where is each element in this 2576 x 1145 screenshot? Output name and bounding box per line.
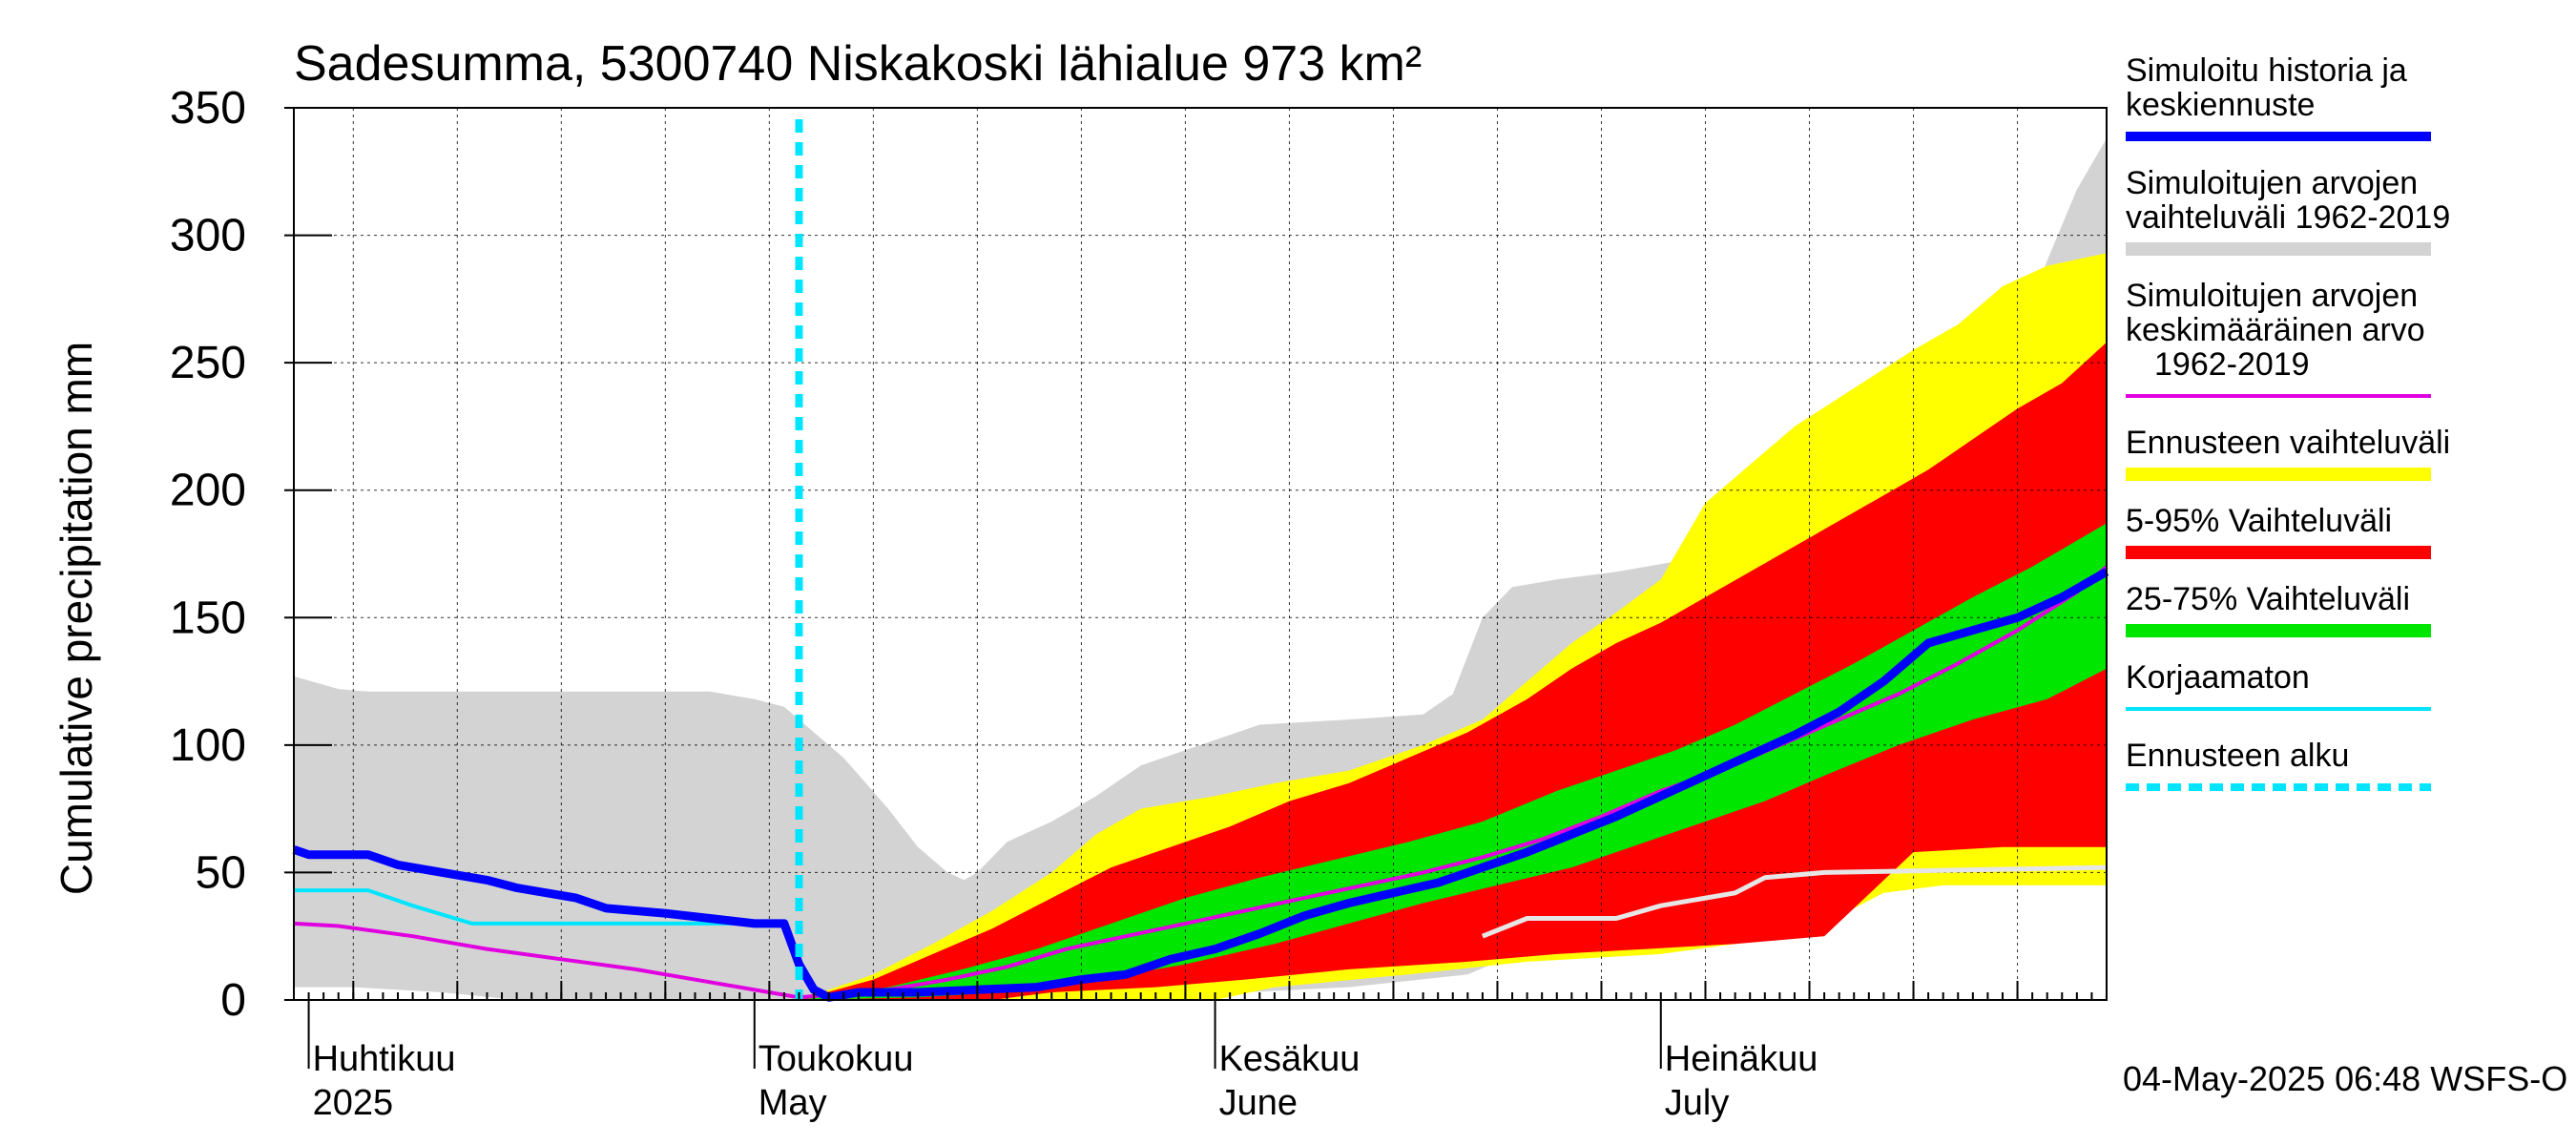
y-tick-label: 300 — [170, 211, 246, 261]
uncorrected-history-line — [1481, 864, 2108, 939]
y-tick-label: 250 — [170, 338, 246, 388]
mean-line — [293, 565, 2109, 1000]
legend-label: Korjaamaton — [2126, 659, 2310, 696]
chart-title: Sadesumma, 5300740 Niskakoski lähialue 9… — [294, 36, 1422, 92]
month-label-en: May — [758, 1083, 827, 1123]
uncorrected-line — [294, 888, 784, 926]
month-label-en: July — [1665, 1083, 1730, 1123]
legend-label: 1962-2019 — [2154, 346, 2310, 383]
y-tick-label: 150 — [170, 593, 246, 643]
legend-label: 25-75% Vaihteluväli — [2126, 581, 2410, 617]
plot-lines — [292, 119, 2109, 1002]
month-label-fi: Huhtikuu — [313, 1039, 456, 1079]
y-tick-label: 350 — [170, 83, 246, 134]
legend-label: keskiennuste — [2126, 87, 2315, 123]
legend-label: vaihteluväli 1962-2019 — [2126, 199, 2450, 236]
legend-label: Simuloitujen arvojen — [2126, 278, 2418, 314]
plot-grid — [294, 107, 2107, 1000]
p5-95-band — [799, 342, 2107, 1000]
month-label-fi: Heinäkuu — [1665, 1039, 1818, 1079]
month-label-fi: Toukokuu — [758, 1039, 914, 1079]
month-label-en: 2025 — [313, 1083, 394, 1123]
y-tick-label: 100 — [170, 720, 246, 771]
simulated-line — [292, 568, 2109, 1002]
legend-label: Ennusteen vaihteluväli — [2126, 425, 2450, 461]
y-axis-label: Cumulative precipitation mm — [52, 342, 101, 895]
legend-label: keskimääräinen arvo — [2126, 312, 2425, 348]
month-label-fi: Kesäkuu — [1219, 1039, 1361, 1079]
y-tick-label: 200 — [170, 466, 246, 516]
month-label-en: June — [1219, 1083, 1298, 1123]
y-tick-label: 50 — [196, 847, 246, 898]
legend-label: Simuloitujen arvojen — [2126, 165, 2418, 201]
legend-label: Simuloitu historia ja — [2126, 52, 2407, 89]
y-tick-label: 0 — [220, 975, 246, 1026]
p25-75-band — [799, 523, 2107, 1000]
legend-label: Ennusteen alku — [2126, 738, 2349, 774]
footer-timestamp: 04-May-2025 06:48 WSFS-O — [2123, 1059, 2567, 1098]
legend-label: 5-95% Vaihteluväli — [2126, 503, 2392, 539]
